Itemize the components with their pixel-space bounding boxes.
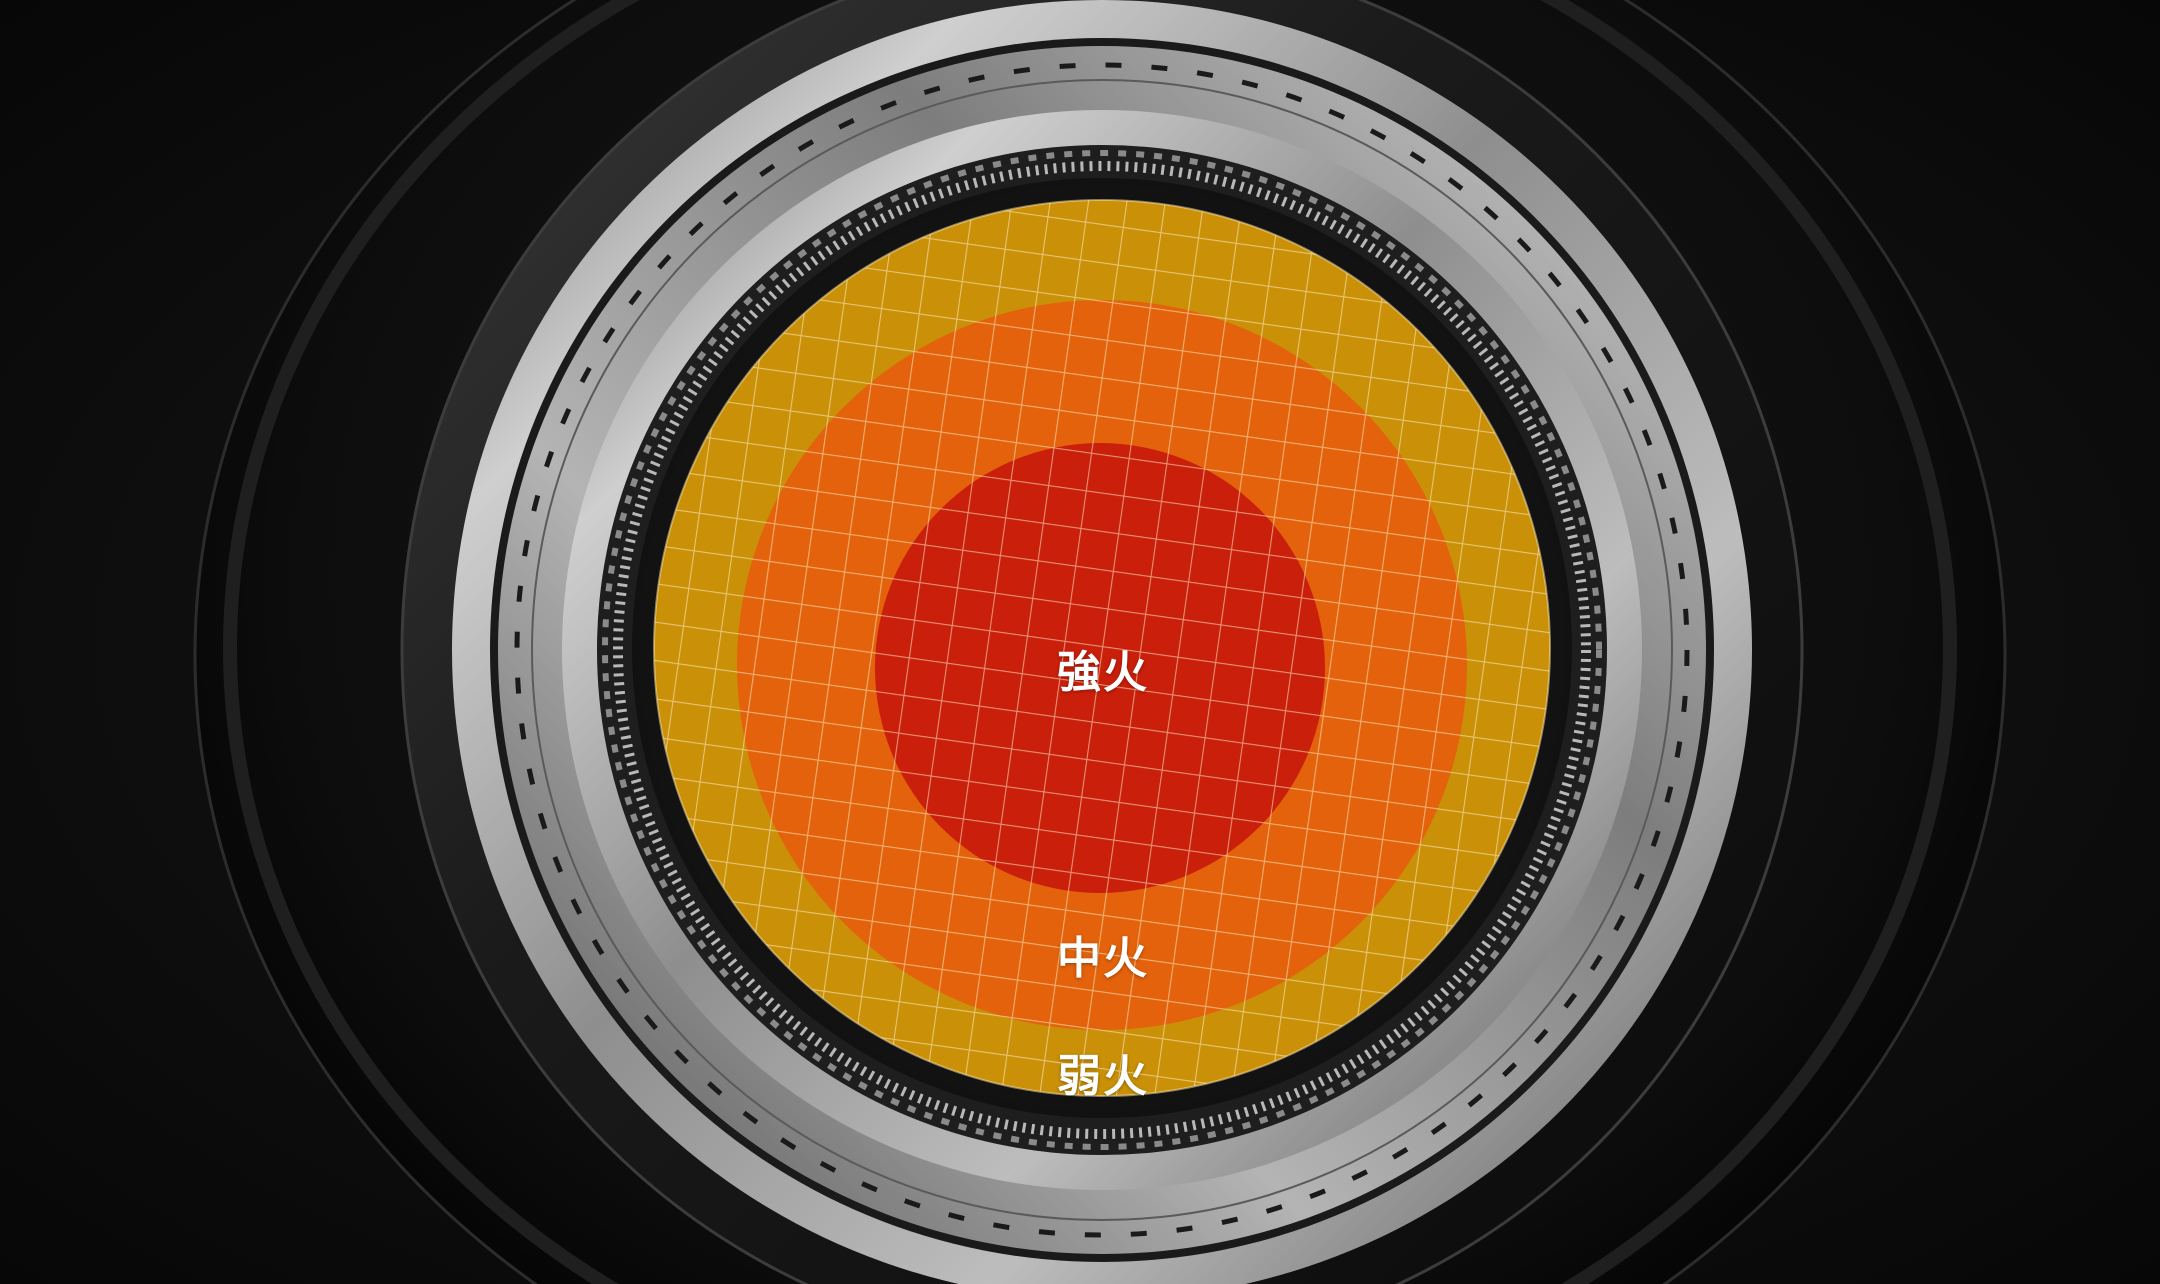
outer-housing-groove: [223, 0, 1957, 1284]
inner-vent-ring: [602, 150, 1602, 1150]
zone-label-strong: 強火: [1057, 647, 1149, 698]
mesh-grid: [654, 200, 1550, 1096]
outer-housing-edge: [193, 0, 2007, 1284]
mesh-edge: [653, 199, 1551, 1097]
zone-label-medium: 中火: [1057, 933, 1149, 984]
zone-label-weak: 弱火: [1057, 1051, 1149, 1102]
inner-mesh-edge: [613, 161, 1591, 1139]
vent-holes-outer: [514, 62, 1690, 1238]
dark-rim-edge: [400, 0, 1804, 1284]
burner-ring-line: [531, 79, 1673, 1221]
